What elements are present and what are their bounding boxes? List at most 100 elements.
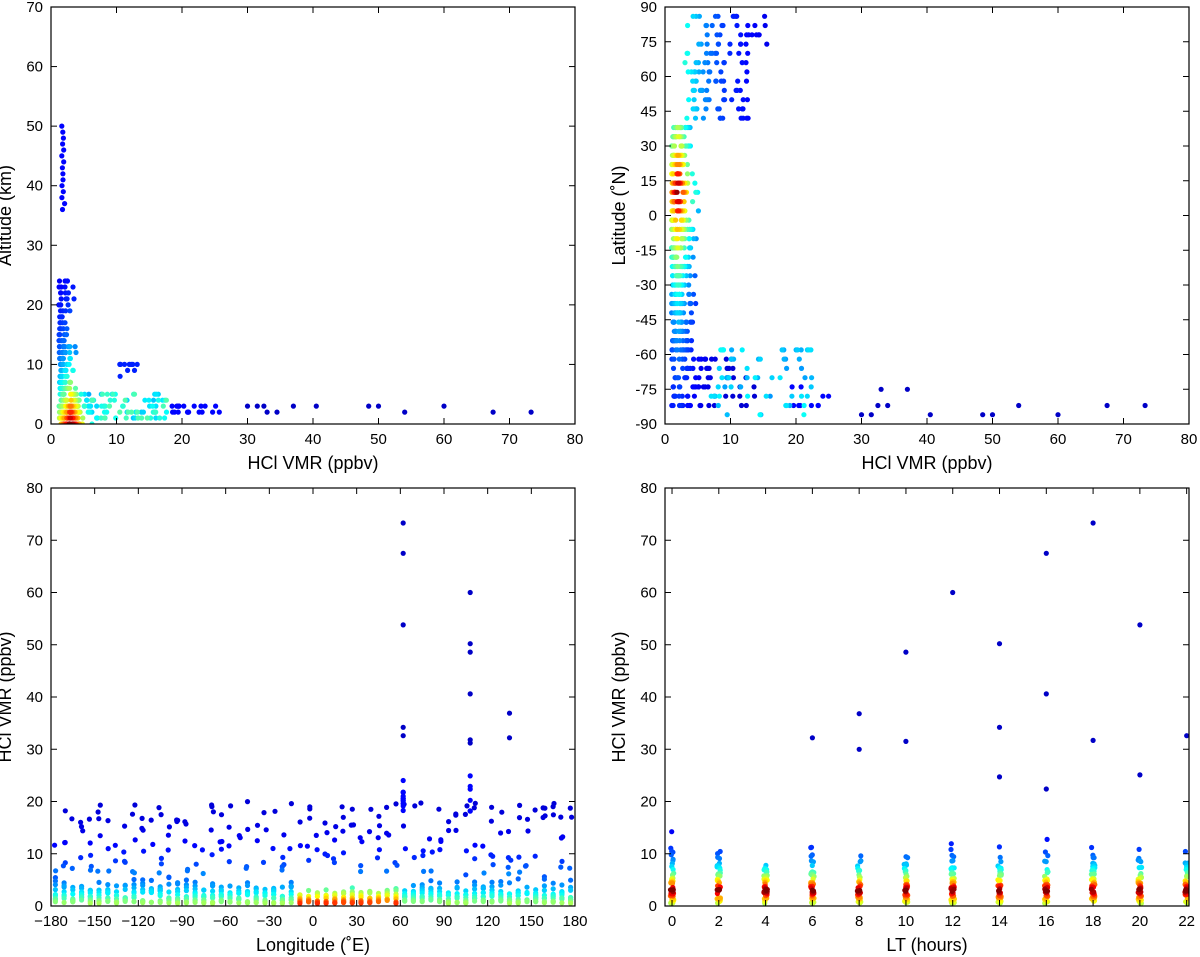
data-point [358, 868, 364, 875]
data-point [558, 835, 565, 841]
data-point [454, 885, 460, 891]
data-point [121, 361, 128, 367]
data-point [62, 840, 68, 846]
x-axis-label: HCl VMR (ppbv) [247, 453, 378, 473]
data-point [58, 284, 64, 290]
data-point [175, 900, 181, 906]
data-point [131, 895, 137, 901]
data-point [687, 245, 693, 251]
data-point [716, 365, 722, 371]
data-point [472, 856, 478, 862]
outlier-point [400, 520, 406, 526]
data-point [709, 22, 715, 29]
data-point [716, 855, 723, 862]
data-point [676, 402, 683, 409]
data-point [696, 69, 702, 75]
data-point [402, 846, 408, 852]
data-point [806, 347, 812, 353]
data-point [88, 852, 94, 858]
data-point [192, 843, 198, 849]
outlier-point [244, 403, 251, 409]
data-point [192, 899, 198, 906]
data-point [719, 22, 725, 29]
data-point [63, 349, 69, 356]
data-point [721, 97, 727, 103]
data-point [163, 409, 170, 415]
data-point [675, 208, 681, 214]
data-point [166, 889, 172, 895]
data-point [61, 147, 67, 153]
data-point [141, 848, 147, 854]
data-point [704, 32, 710, 38]
y-tick-label: 60 [640, 69, 657, 86]
data-point [288, 801, 294, 807]
data-point [201, 900, 207, 906]
data-point [752, 375, 758, 381]
y-tick-label: 50 [640, 637, 657, 654]
data-point [78, 819, 84, 825]
data-point [64, 326, 70, 332]
data-point [69, 816, 75, 822]
data-point [81, 403, 87, 409]
data-point [905, 855, 911, 861]
data-point [105, 890, 111, 896]
data-point [349, 885, 355, 891]
outlier-point [875, 402, 881, 409]
data-point [709, 356, 715, 362]
data-point [714, 60, 720, 66]
y-tick-label: 40 [640, 689, 657, 706]
data-point [783, 402, 789, 409]
data-point [62, 284, 68, 290]
y-axis-label: Altitude (km) [0, 165, 15, 266]
data-point [826, 393, 832, 399]
data-point [244, 892, 251, 898]
plot-frame [50, 487, 576, 907]
data-point [567, 865, 573, 871]
data-point [134, 409, 140, 415]
plot-frame [664, 6, 1190, 425]
data-point [726, 375, 732, 381]
data-point [671, 356, 677, 362]
data-point [126, 361, 132, 367]
data-point [367, 900, 373, 906]
data-point [191, 403, 197, 409]
x-tick-label: 2 [715, 913, 723, 930]
outlier-point [858, 412, 865, 418]
data-point [213, 403, 219, 409]
data-point [209, 852, 215, 858]
data-point [349, 806, 355, 812]
data-point [678, 217, 684, 223]
data-point [384, 868, 390, 874]
data-point [559, 896, 565, 902]
data-point [384, 804, 390, 811]
data-point [217, 839, 223, 845]
data-point [1044, 870, 1050, 876]
data-point [254, 838, 260, 844]
data-point [488, 818, 494, 824]
data-point [110, 391, 116, 397]
data-point [951, 854, 957, 860]
data-point [226, 824, 232, 830]
data-point [348, 822, 354, 828]
data-point [105, 898, 111, 905]
data-point [400, 789, 406, 795]
data-point [744, 97, 751, 103]
data-point [738, 32, 744, 38]
data-point [131, 899, 137, 905]
data-point [333, 824, 339, 830]
data-point [691, 97, 697, 103]
data-point [702, 97, 709, 103]
data-point [428, 897, 434, 903]
data-point [696, 41, 702, 47]
outlier-point [1104, 402, 1110, 409]
data-point [669, 829, 675, 835]
data-point [789, 393, 795, 399]
data-point [78, 855, 84, 861]
data-point [516, 815, 523, 821]
data-point [112, 858, 119, 864]
data-point [714, 32, 720, 38]
data-point [169, 403, 175, 409]
data-point [700, 69, 706, 75]
data-point [288, 884, 294, 890]
data-point [123, 415, 129, 421]
